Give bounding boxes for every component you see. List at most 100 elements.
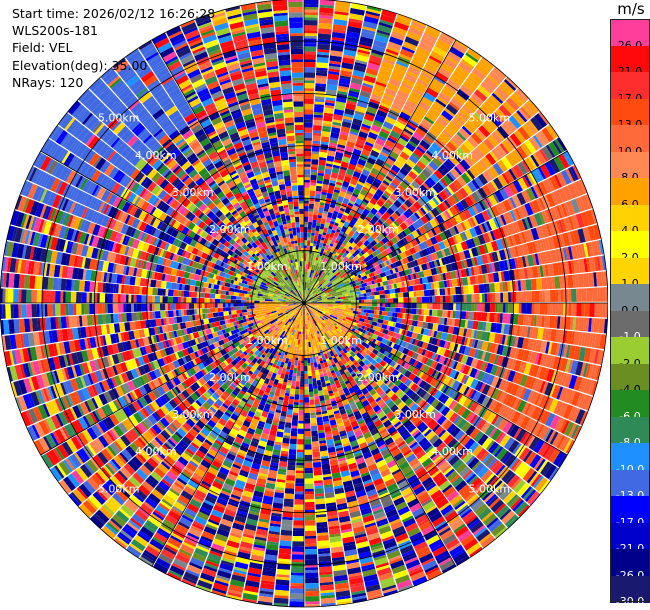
velocity-gate (565, 168, 574, 183)
velocity-gate (334, 103, 346, 111)
velocity-gate (327, 298, 331, 301)
velocity-gate (332, 267, 338, 274)
velocity-gate (322, 183, 329, 191)
velocity-gate (389, 150, 399, 160)
velocity-gate (454, 233, 463, 244)
velocity-gate (443, 341, 449, 349)
velocity-gate (382, 369, 388, 375)
velocity-gate (323, 310, 331, 315)
velocity-gate (293, 528, 304, 531)
velocity-gate (304, 122, 313, 128)
velocity-gate (381, 231, 388, 237)
velocity-gate (391, 146, 402, 156)
velocity-gate (329, 180, 336, 184)
velocity-gate (507, 211, 515, 223)
velocity-gate (480, 361, 486, 371)
velocity-gate (367, 62, 380, 71)
velocity-gate (335, 264, 341, 270)
velocity-gate (284, 488, 295, 494)
velocity-gate (468, 248, 474, 258)
velocity-gate (353, 361, 359, 366)
velocity-gate (325, 325, 329, 329)
velocity-gate (368, 379, 375, 385)
velocity-gate (304, 449, 312, 455)
velocity-gate (407, 349, 415, 358)
velocity-gate (357, 49, 371, 55)
velocity-gate (444, 127, 455, 137)
velocity-gate (318, 259, 323, 267)
velocity-gate (309, 200, 315, 204)
velocity-gate (442, 395, 450, 405)
velocity-gate (352, 118, 363, 126)
velocity-gate (452, 152, 462, 163)
velocity-gate (370, 342, 377, 349)
velocity-gate (416, 146, 426, 154)
velocity-gate (319, 445, 328, 452)
velocity-gate (544, 328, 552, 341)
velocity-gate (404, 126, 415, 134)
velocity-gate (363, 263, 368, 268)
velocity-gate (317, 172, 324, 177)
velocity-gate (304, 46, 317, 52)
velocity-gate (347, 339, 353, 345)
velocity-gate (470, 132, 483, 145)
velocity-gate (502, 226, 509, 237)
velocity-gate (309, 303, 312, 304)
velocity-gate (309, 280, 313, 286)
velocity-gate (364, 269, 371, 275)
velocity-gate (429, 218, 438, 228)
velocity-gate (459, 159, 471, 171)
velocity-gate (337, 195, 344, 203)
velocity-gate (340, 67, 353, 73)
velocity-gate (433, 243, 441, 252)
velocity-gate (388, 171, 396, 178)
velocity-gate (399, 167, 409, 177)
velocity-gate (416, 296, 422, 303)
velocity-gate (469, 401, 479, 413)
velocity-gate (474, 482, 486, 494)
velocity-gate (316, 283, 319, 287)
velocity-gate (344, 345, 349, 350)
velocity-gate (437, 303, 441, 310)
velocity-gate (423, 403, 431, 412)
velocity-gate (498, 391, 506, 403)
velocity-gate (428, 160, 439, 171)
velocity-gate (602, 303, 606, 318)
velocity-gate (599, 287, 606, 302)
velocity-gate (526, 470, 538, 484)
velocity-gate (433, 390, 443, 400)
velocity-gate (317, 170, 325, 174)
velocity-gate (433, 260, 438, 268)
velocity-gate (345, 295, 351, 299)
velocity-gate (307, 261, 311, 270)
velocity-gate (445, 103, 459, 115)
velocity-gate (304, 358, 307, 361)
velocity-gate (321, 297, 325, 300)
velocity-gate (392, 278, 397, 284)
velocity-gate (488, 399, 498, 411)
velocity-gate (366, 136, 376, 145)
velocity-gate (403, 269, 411, 276)
velocity-gate (305, 569, 319, 573)
velocity-gate (313, 251, 318, 258)
velocity-gate (320, 292, 329, 297)
velocity-gate (428, 336, 434, 344)
velocity-gate (531, 290, 535, 302)
velocity-gate (424, 152, 434, 161)
velocity-gate (461, 59, 474, 70)
velocity-gate (318, 296, 322, 299)
velocity-gate (313, 290, 319, 295)
velocity-gate (447, 287, 451, 295)
velocity-gate (305, 596, 320, 602)
velocity-gate (293, 367, 298, 374)
velocity-gate (322, 257, 327, 264)
velocity-gate (398, 303, 404, 308)
velocity-gate (379, 360, 387, 367)
velocity-gate (446, 208, 454, 218)
velocity-gate (310, 412, 316, 416)
velocity-gate (312, 146, 320, 152)
velocity-gate (304, 407, 310, 414)
velocity-gate (355, 281, 362, 286)
velocity-gate (560, 262, 565, 275)
velocity-gate (337, 277, 345, 284)
